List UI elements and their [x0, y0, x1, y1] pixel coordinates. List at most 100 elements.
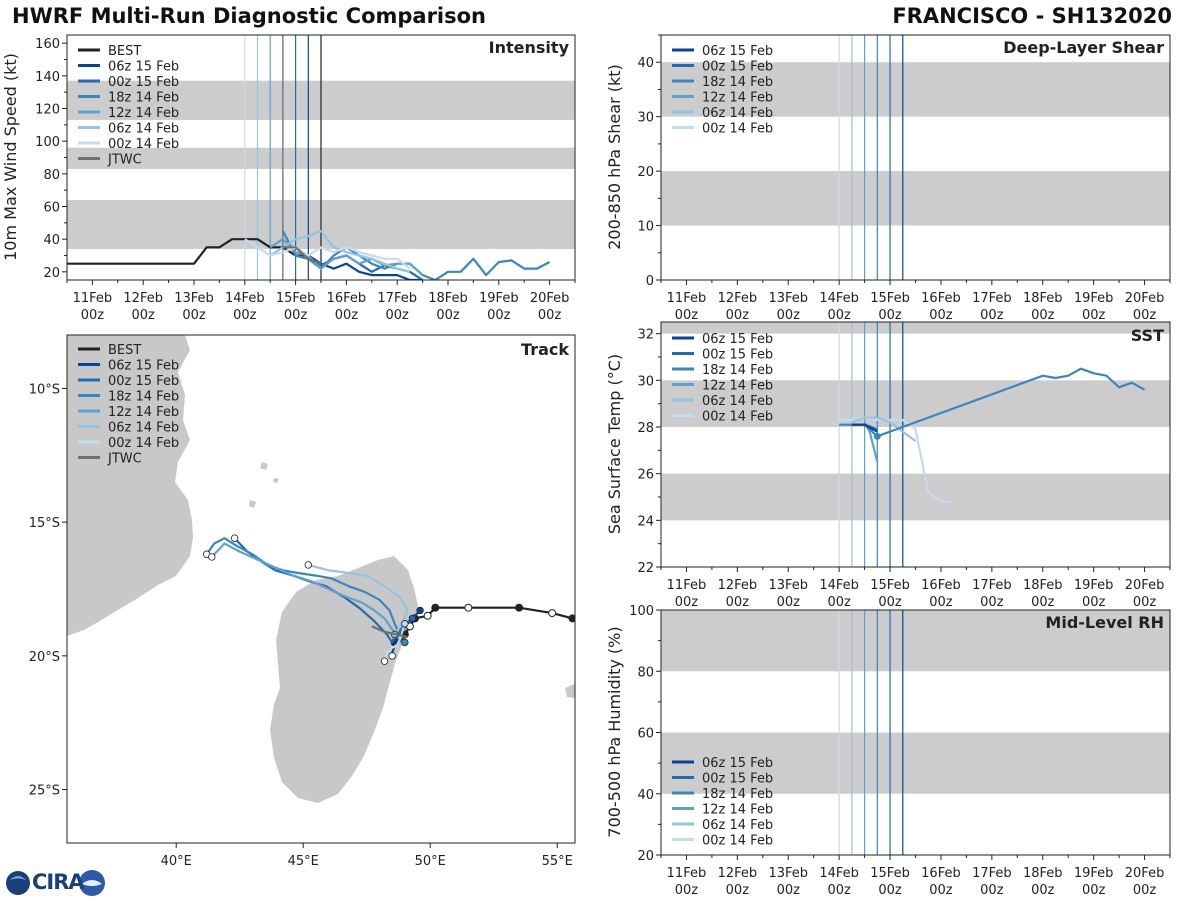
legend-item-12z-14-feb: 12z 14 Feb	[672, 379, 773, 394]
y-tick-label: 20	[637, 165, 654, 180]
legend-label: 00z 14 Feb	[702, 410, 773, 425]
legend-label: 06z 15 Feb	[702, 756, 773, 771]
track-panel: 10°S15°S20°S25°S 40°E 45°E 50°E 55°E Track …	[29, 334, 576, 869]
x-tick-label: 20Feb 00z	[1125, 291, 1165, 323]
sst-panel: 22 24 26 28 30 32 11Feb 00z 12Feb 00z 13Feb 00z 14F…	[605, 321, 1171, 610]
legend-label: 18z 14 Feb	[702, 363, 773, 378]
legend-label: 00z 15 Feb	[702, 60, 773, 75]
legend-item-best: BEST	[78, 44, 141, 59]
legend-item-12z-14-feb: 12z 14 Feb	[672, 803, 773, 818]
track-fix-00z-15-feb	[230, 534, 239, 542]
x-tick-label: 20Feb 00z	[1125, 578, 1165, 610]
best-track-fix	[515, 603, 524, 612]
y-tick-label: 20	[43, 266, 60, 281]
legend-label: 00z 14 Feb	[702, 834, 773, 849]
x-tick-label: 15Feb 00z	[870, 578, 910, 610]
track-lon-axis: 40°E 45°E 50°E 55°E	[161, 843, 573, 869]
x-tick-label: 20Feb 00z	[1125, 866, 1165, 898]
track-fix-06z-15-feb	[388, 652, 396, 660]
y-tick-label: 160	[35, 37, 60, 52]
track-fix-00z-15-feb	[408, 614, 417, 623]
series-06z-14-feb	[851, 416, 917, 442]
rh-y-axis: 20 40 60 80 100	[629, 604, 661, 864]
intensity-title: Intensity	[489, 38, 570, 57]
y-tick-label: 40	[637, 56, 654, 71]
legend-label: 00z 14 Feb	[108, 436, 179, 451]
legend-label: 00z 15 Feb	[702, 348, 773, 363]
y-tick-label: 20	[637, 849, 654, 864]
legend-label: 00z 15 Feb	[108, 374, 179, 389]
shear-shading-bands	[661, 62, 1170, 226]
legend-label: JTWC	[107, 153, 142, 168]
x-tick-label: 17Feb 00z	[972, 578, 1012, 610]
track-fix-00z-14-feb	[401, 620, 409, 628]
legend-item-18z-14-feb: 18z 14 Feb	[672, 787, 773, 802]
legend-label: 00z 15 Feb	[108, 75, 179, 90]
legend-label: 06z 14 Feb	[702, 106, 773, 121]
legend-item-06z-15-feb: 06z 15 Feb	[672, 332, 773, 347]
series-12z-14-feb	[269, 238, 424, 276]
shear-y-label: 200-850 hPa Shear (kt)	[605, 64, 624, 250]
x-tick-label: 19Feb 00z	[1074, 578, 1114, 610]
shear-panel: 0 10 20 30 40 11Feb 00z 12Feb 00z 13Feb 00z 14Feb 0…	[605, 34, 1171, 323]
legend-item-18z-14-feb: 18z 14 Feb	[672, 75, 773, 90]
legend-item-12z-14-feb: 12z 14 Feb	[78, 405, 179, 420]
track-fix-06z-15-feb	[416, 606, 424, 615]
rh-x-axis: 11Feb 00z 12Feb 00z 13Feb 00z 14Feb 00z 15Feb 00z…	[660, 855, 1171, 898]
rh-init-time-lines	[838, 610, 904, 855]
legend-label: BEST	[108, 44, 141, 59]
shading-band	[661, 380, 1170, 427]
best-track-fix	[423, 611, 432, 620]
x-tick-label: 17Feb 00z	[972, 291, 1012, 323]
x-tick-label: 12Feb 00z	[718, 291, 758, 323]
legend-item-18z-14-feb: 18z 14 Feb	[672, 363, 773, 378]
legend-label: 06z 14 Feb	[108, 122, 179, 137]
x-tick-label: 11Feb 00z	[667, 578, 707, 610]
sst-init-time-lines	[838, 322, 904, 567]
legend-item-00z-14-feb: 00z 14 Feb	[672, 834, 773, 849]
legend-label: 18z 14 Feb	[702, 787, 773, 802]
x-tick-label: 17Feb 00z	[377, 291, 417, 323]
track-06z-14-feb	[308, 563, 409, 636]
rh-title: Mid-Level RH	[1045, 613, 1164, 632]
legend-label: 12z 14 Feb	[108, 405, 179, 420]
rh-y-label: 700-500 hPa Humidity (%)	[605, 626, 624, 837]
x-tick-label: 14Feb 00z	[819, 866, 859, 898]
x-tick-label: 15Feb 00z	[276, 291, 316, 323]
legend-item-18z-14-feb: 18z 14 Feb	[78, 390, 179, 405]
mayotte-island	[249, 500, 256, 508]
figure-title: HWRF Multi-Run Diagnostic Comparison	[12, 4, 487, 28]
legend-item-00z-15-feb: 00z 15 Feb	[672, 772, 773, 787]
x-tick-label: 14Feb 00z	[225, 291, 265, 323]
x-tick-label: 14Feb 00z	[819, 291, 859, 323]
track-plot-frame	[66, 334, 576, 844]
y-tick-label: 100	[35, 135, 60, 150]
shading-band	[661, 62, 1170, 117]
track-lines-group	[202, 534, 575, 665]
sst-x-axis: 11Feb 00z 12Feb 00z 13Feb 00z 14Feb 00z 15Feb 00z…	[660, 567, 1171, 610]
legend-item-06z-14-feb: 06z 14 Feb	[672, 106, 773, 121]
legend-item-06z-15-feb: 06z 15 Feb	[78, 60, 179, 75]
x-tick-label: 19Feb 00z	[1074, 291, 1114, 323]
y-tick-label: 60	[637, 727, 654, 742]
legend-label: 18z 14 Feb	[108, 91, 179, 106]
shear-title: Deep-Layer Shear	[1003, 38, 1164, 57]
y-tick-label: 60	[43, 201, 60, 216]
track-jtwc	[371, 625, 408, 639]
legend-item-00z-15-feb: 00z 15 Feb	[672, 348, 773, 363]
track-00z-14-feb	[383, 623, 406, 662]
legend-item-06z-15-feb: 06z 15 Feb	[672, 44, 773, 59]
cira-logo-icon	[6, 870, 105, 896]
legend-item-00z-15-feb: 00z 15 Feb	[78, 75, 179, 90]
x-tick-label: 13Feb 00z	[768, 866, 808, 898]
legend-label: BEST	[108, 343, 141, 358]
y-tick-label: 22	[637, 561, 654, 576]
x-tick-label: 16Feb 00z	[921, 291, 961, 323]
y-tick-label: 140	[35, 70, 60, 85]
legend-item-12z-14-feb: 12z 14 Feb	[672, 91, 773, 106]
intensity-x-axis: 11Feb 00z 12Feb 00z 13Feb 00z 14Feb 00z 15Feb 00z…	[66, 280, 576, 323]
track-fix-12z-14-feb	[208, 553, 216, 561]
legend-label: 12z 14 Feb	[702, 803, 773, 818]
legend-label: 06z 15 Feb	[702, 332, 773, 347]
